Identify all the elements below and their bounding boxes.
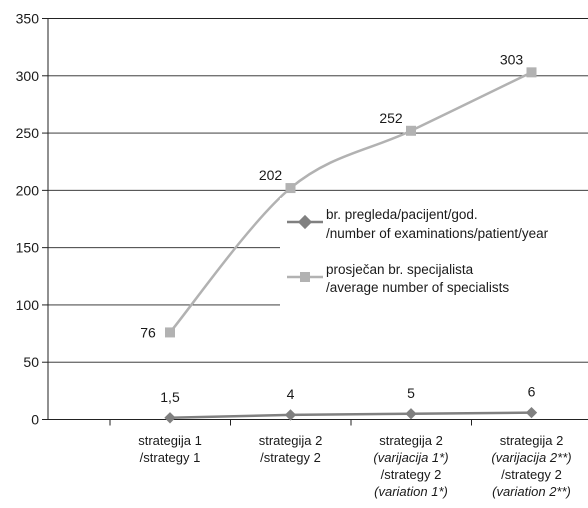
- legend-diamond-marker: [297, 214, 313, 230]
- x-tick-label: (varijacija 2**): [491, 450, 571, 465]
- x-category-label: strategija 1/strategy 1: [138, 433, 202, 465]
- y-tick-label: 250: [16, 125, 40, 141]
- x-category-label: strategija 2/strategy 2: [259, 433, 323, 465]
- y-tick-label: 0: [31, 412, 39, 428]
- legend-label-line2: /average number of specialists: [326, 280, 509, 295]
- y-tick-label: 100: [16, 297, 40, 313]
- x-axis: strategija 1/strategy 1 strategija 2/stra…: [48, 419, 588, 499]
- legend-background: [280, 198, 588, 308]
- y-axis: 0 50 100 150 200 250 300 350: [16, 11, 49, 428]
- y-tick-label: 300: [16, 68, 40, 84]
- series-line: [169, 71, 533, 334]
- legend-label-line1: br. pregleda/pacijent/god.: [326, 207, 478, 222]
- data-label: 4: [287, 386, 295, 402]
- data-labels: 1,5 4 5 6 76 202 252 303: [140, 51, 535, 404]
- y-tick-label: 200: [16, 182, 40, 198]
- legend-label-line2: /number of examinations/patient/year: [326, 226, 549, 241]
- legend-square-marker: [300, 272, 310, 282]
- data-label: 303: [500, 51, 524, 67]
- data-point-diamond: [525, 406, 538, 419]
- legend-item-specialists: prosječan br. specijalista /average numb…: [287, 262, 509, 295]
- x-tick-label: /strategy 2: [381, 467, 442, 482]
- series-examinations: [164, 406, 538, 424]
- x-tick-label: (variation 2**): [492, 484, 571, 499]
- x-tick-label: (variation 1*): [374, 484, 448, 499]
- data-label: 252: [379, 110, 403, 126]
- data-point-square: [526, 67, 537, 78]
- x-tick-label: (varijacija 1*): [373, 450, 448, 465]
- data-point-diamond: [284, 409, 297, 421]
- x-tick-label: /strategy 2: [501, 467, 562, 482]
- x-tick-label: /strategy 2: [260, 450, 321, 465]
- legend-label-line1: prosječan br. specijalista: [326, 262, 474, 277]
- data-label: 1,5: [160, 389, 180, 405]
- series-line: [169, 411, 532, 420]
- data-point-square: [285, 183, 296, 194]
- data-label: 6: [528, 384, 536, 400]
- y-tick-label: 350: [16, 11, 40, 27]
- data-label: 76: [140, 324, 156, 340]
- series-specialists: [165, 67, 537, 338]
- series-group: [164, 67, 538, 424]
- x-tick-label: strategija 2: [379, 433, 443, 448]
- grid-lines: [48, 18, 588, 363]
- data-point-square: [165, 327, 175, 338]
- data-point-square: [406, 125, 416, 136]
- x-tick-label: strategija 2: [259, 433, 323, 448]
- data-label: 202: [259, 167, 283, 183]
- y-tick-label: 50: [23, 354, 39, 370]
- y-tick-label: 150: [16, 240, 40, 256]
- x-category-label: strategija 2 (varijacija 2**) /strategy 2 (…: [491, 433, 571, 499]
- x-category-label: strategija 2 (varijacija 1*) /strategy 2 (v…: [373, 433, 448, 499]
- legend-item-examinations: br. pregleda/pacijent/god. /number of ex…: [287, 207, 549, 241]
- data-point-diamond: [164, 412, 176, 424]
- legend: br. pregleda/pacijent/god. /number of ex…: [280, 198, 588, 308]
- data-point-diamond: [405, 408, 417, 420]
- x-tick-label: /strategy 1: [140, 450, 201, 465]
- x-tick-label: strategija 1: [138, 433, 202, 448]
- x-tick-label: strategija 2: [500, 433, 564, 448]
- data-label: 5: [407, 385, 415, 401]
